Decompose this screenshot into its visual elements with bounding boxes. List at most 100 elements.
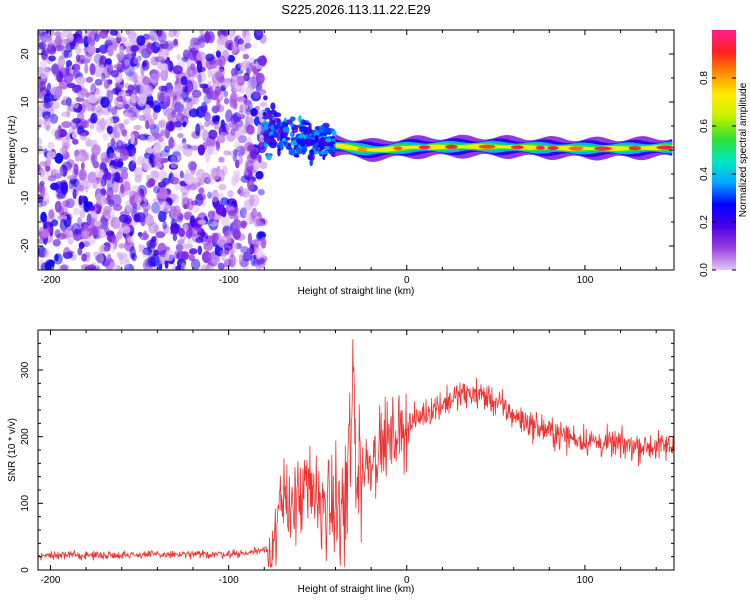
- spectrogram-noise-blob: [60, 181, 68, 195]
- spectrogram-noise-blob: [259, 161, 268, 170]
- snr-y-axis-label: SNR (10 * v/v): [7, 418, 18, 482]
- spectrogram-noise-blob: [142, 162, 152, 171]
- spectrogram-onset-blob: [298, 115, 302, 123]
- spectrogram-noise-blob: [98, 178, 106, 191]
- spectrogram-noise-blob: [221, 165, 228, 176]
- spectrogram-noise-blob: [181, 251, 190, 261]
- spectrogram-noise-blob: [228, 30, 235, 38]
- spectrogram-noise-blob: [38, 225, 45, 232]
- spectrogram-noise-blob: [165, 250, 175, 262]
- spectrogram-noise-blob: [159, 63, 169, 71]
- spectrogram-noise-blob: [136, 94, 147, 107]
- spectrogram-noise-blob: [72, 117, 82, 124]
- spectrogram-onset-blob: [302, 121, 310, 126]
- spectrogram-noise-blob: [252, 42, 258, 49]
- spectrogram-noise-blob: [216, 50, 221, 58]
- spectrogram-noise-blob: [259, 136, 264, 148]
- spectrogram-noise-blob: [54, 129, 63, 140]
- spectrogram-noise-blob: [203, 242, 213, 252]
- spectrogram-noise-blob: [168, 136, 174, 149]
- spectrogram-noise-blob: [109, 30, 118, 37]
- spectrogram-noise-blob: [72, 178, 80, 188]
- spectrogram-noise-blob: [124, 135, 129, 141]
- spectrogram-noise-blob: [130, 93, 137, 104]
- spectrogram-noise-blob: [51, 100, 60, 110]
- spectrogram-noise-blob: [51, 168, 58, 175]
- spectrogram-noise-blob: [253, 90, 261, 99]
- spectrogram-noise-blob: [142, 247, 153, 256]
- spectrogram-noise-blob: [76, 90, 87, 98]
- spectrogram-noise-blob: [200, 264, 210, 270]
- spectrogram-noise-blob: [54, 229, 61, 238]
- spectrogram-noise-blob: [178, 227, 185, 237]
- spectrogram-noise-blob: [173, 101, 184, 113]
- snr-y-tick-label: 0: [20, 567, 31, 573]
- spectrogram-onset-blob: [319, 143, 327, 147]
- spectrogram-noise-blob: [77, 154, 83, 160]
- spectrogram-noise-blob: [121, 56, 131, 70]
- spectrogram-noise-blob: [191, 89, 202, 99]
- spectrogram-noise-blob: [168, 138, 176, 149]
- spectrogram-noise-blob: [106, 61, 113, 75]
- snr-y-tick-label: 300: [20, 361, 31, 378]
- spectrogram-noise-blob: [108, 199, 115, 207]
- spectrogram-noise-blob: [231, 47, 239, 56]
- spectrogram-noise-blob: [238, 38, 244, 45]
- spectrogram-noise-blob: [244, 212, 251, 219]
- spectrogram-noise-blob: [218, 76, 225, 84]
- snr-y-tick-label: 100: [20, 495, 31, 512]
- spectrogram-onset-blob: [276, 118, 281, 125]
- spectrogram-onset-blob: [270, 102, 276, 111]
- spectrogram-onset-blob: [277, 129, 282, 135]
- spectrogram-noise-blob: [145, 146, 154, 154]
- spectrogram-noise-blob: [157, 91, 165, 102]
- spectrogram-noise-blob: [187, 160, 198, 171]
- spectrogram-onset-blob: [263, 131, 270, 137]
- spectrogram-noise-blob: [149, 35, 155, 41]
- spectrogram-noise-blob: [38, 82, 43, 90]
- colorbar-tick-label: 0.2: [699, 215, 710, 229]
- spectrogram-noise-blob: [142, 85, 152, 97]
- spectrogram-noise-blob: [175, 243, 184, 252]
- spectrogram-noise-blob: [72, 138, 79, 145]
- spectrogram-noise-blob: [47, 141, 55, 149]
- spectrogram-noise-blob: [110, 243, 116, 253]
- spectrogram-noise-blob: [117, 158, 124, 169]
- spectrogram-noise-blob: [156, 30, 163, 37]
- spectrogram-noise-blob: [133, 124, 142, 131]
- spectrogram-noise-blob: [90, 83, 97, 95]
- spectrogram-noise-blob: [257, 123, 262, 135]
- spectrogram-onset-blob: [320, 146, 325, 151]
- spectrogram-noise-blob: [112, 37, 118, 51]
- spectrogram-onset-blob: [323, 146, 330, 150]
- spectrogram-noise-blob: [106, 187, 114, 199]
- spectrogram-noise-blob: [91, 153, 98, 163]
- spectrogram-noise-blob: [223, 150, 231, 156]
- spectrogram-noise-blob: [47, 42, 56, 55]
- spectrogram-noise-blob: [175, 112, 185, 123]
- spectrogram-onset-blob: [323, 128, 331, 135]
- colorbar-ticks: 0.0 0.2 0.4 0.6 0.8: [699, 71, 736, 277]
- spectrogram-noise-blob: [38, 106, 44, 118]
- spectrogram-noise-blob: [170, 99, 181, 113]
- spectrogram-noise-blob: [68, 180, 73, 190]
- spectrogram-noise-blob: [179, 170, 184, 179]
- spectrogram-noise-blob: [95, 169, 104, 178]
- snr-ticks: -200 -100 0 100 0 100 200 300: [20, 329, 674, 586]
- spectrogram-noise-blob: [43, 101, 52, 109]
- spectrogram-noise-blob: [45, 125, 51, 132]
- spectrogram-onset-blob: [289, 132, 294, 137]
- snr-y-tick-label: 200: [20, 428, 31, 445]
- spectrogram-onset-blob: [264, 137, 272, 144]
- spectrogram-noise-blob: [102, 133, 109, 141]
- spectrogram-noise-blob: [116, 252, 128, 260]
- spectrogram-noise-blob: [67, 233, 74, 245]
- spectrogram-noise-blob: [242, 253, 251, 262]
- spectrogram-noise-blob: [103, 245, 111, 252]
- spectrogram-noise-blob: [207, 69, 212, 78]
- spectrogram-noise-blob: [87, 219, 92, 226]
- spectrogram-noise-blob: [147, 178, 156, 187]
- spectrogram-noise-blob: [238, 155, 243, 165]
- spectrogram-onset-blob: [315, 146, 319, 152]
- spectrogram-noise-blob: [66, 105, 71, 118]
